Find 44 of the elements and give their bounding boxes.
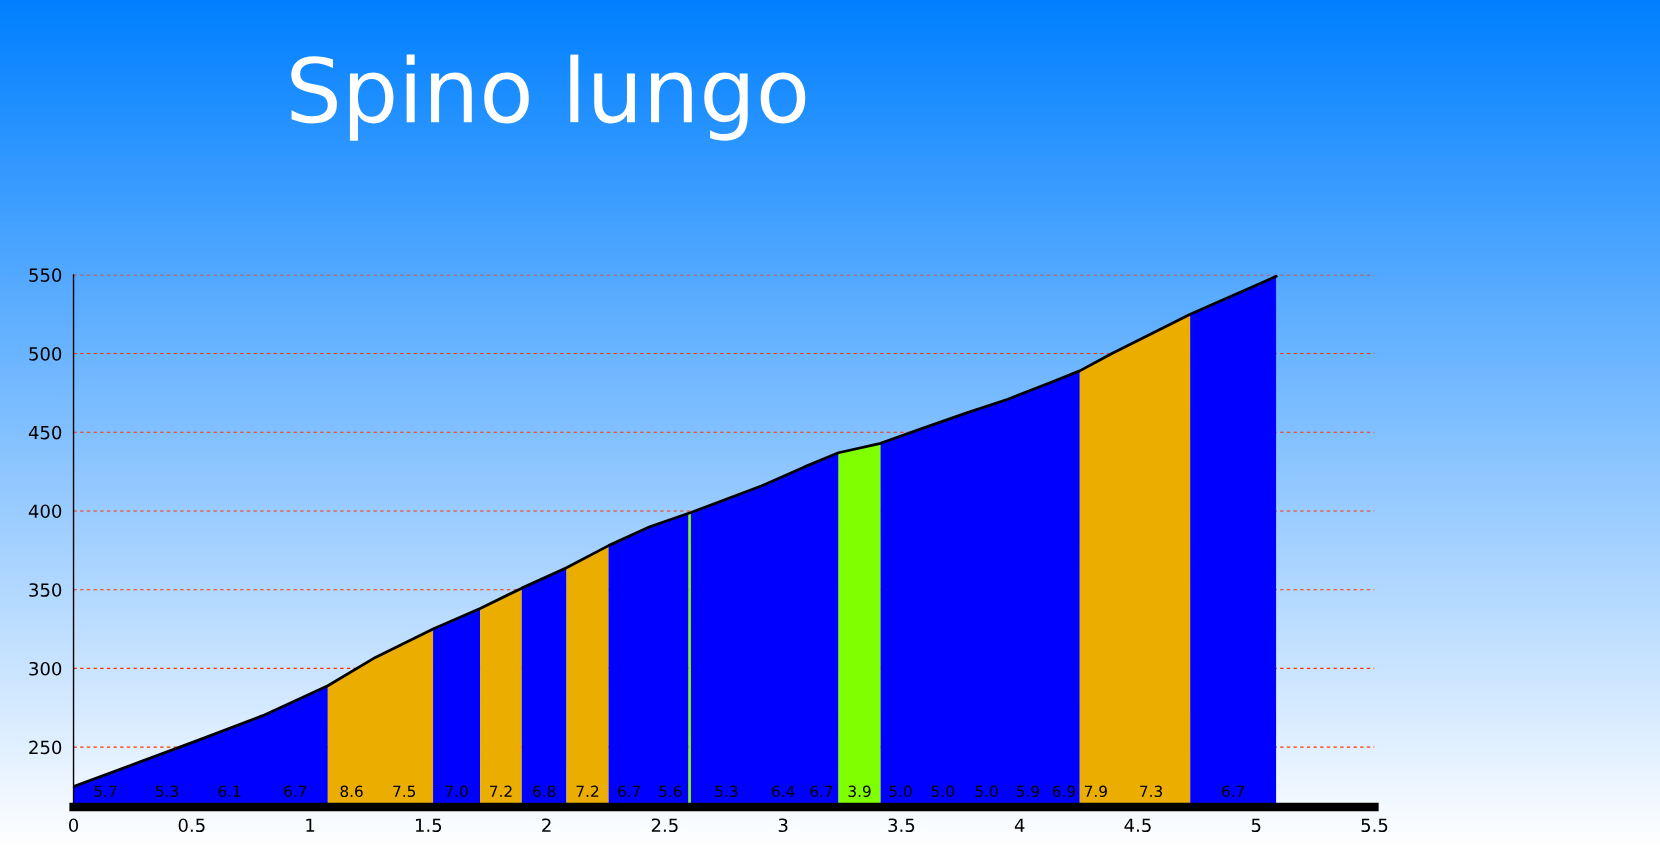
annotation: 7.5 [393,785,416,798]
x-tick-label: 2 [542,818,551,832]
annotation: 5.3 [156,785,178,798]
y-tick-label: 300 [29,661,62,676]
annotation: 5.0 [931,785,954,798]
annotation: 5.0 [975,785,998,798]
x-tick-label: 0 [68,818,79,833]
y-tick-label: 450 [28,425,62,440]
annotation: 6.7 [810,785,833,798]
annotation: 7.2 [490,785,512,797]
x-tick-label: 3.5 [888,818,915,833]
x-tick-label: 5 [1251,818,1261,833]
x-tick-label: 4.5 [1124,818,1151,833]
annotation: 6.7 [618,785,640,798]
annotation: 6.4 [772,785,795,798]
annotation: 5.0 [889,785,912,798]
y-tick-label: 500 [29,347,62,361]
x-tick-label: 1 [306,818,315,832]
y-tick-label: 350 [29,583,62,597]
annotation: 6.7 [284,785,307,798]
x-tick-label: 1.5 [415,818,442,833]
x-tick-label: 2.5 [651,818,678,833]
annotation: 7.2 [576,785,599,797]
annotation: 6.9 [1052,785,1075,798]
annotation: 6.8 [533,785,556,798]
annotation: 5.9 [1016,785,1040,798]
annotation: 6.1 [218,785,241,798]
annotation: 5.7 [94,785,117,798]
y-tick-label: 550 [29,268,62,282]
chart-title: Spino lungo [291,54,806,141]
x-tick-label: 3 [778,818,788,833]
y-tick-label: 400 [28,504,62,519]
annotation: 7.9 [1084,785,1107,798]
annotation: 3.9 [848,785,871,798]
x-tick-label: 4 [1014,818,1025,832]
annotation: 6.7 [1222,785,1244,798]
x-tick-label: 0.5 [178,818,205,833]
annotation: 7.3 [1140,785,1162,798]
annotation: 5.6 [659,785,682,798]
annotation: 8.6 [340,785,363,798]
x-tick-label: 5.5 [1361,818,1388,833]
annotation: 7.0 [445,785,468,798]
annotation: 5.3 [715,785,738,798]
y-tick-label: 250 [29,740,62,755]
